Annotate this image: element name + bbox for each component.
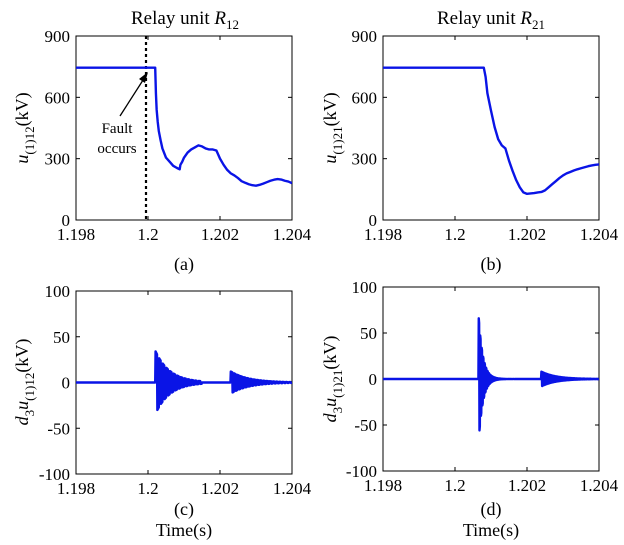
panel-c-series-line xyxy=(76,350,292,412)
panel-a-annotation-arrow xyxy=(119,76,146,117)
panel-d-y-tick-label: -100 xyxy=(346,462,377,481)
panel-b-x-tick-label: 1.2 xyxy=(444,225,465,244)
panel-d-y-tick-label: 0 xyxy=(369,370,378,389)
panel-a-axes xyxy=(75,35,293,221)
panel-a-x-tick-label: 1.198 xyxy=(57,225,95,244)
panel-b-series-line xyxy=(383,66,599,196)
panel-b-y-tick-label: 0 xyxy=(369,211,378,230)
panel-a-y-axis-label: u(1)12(kV) xyxy=(12,92,37,163)
panel-b-x-tick-label: 1.202 xyxy=(508,225,546,244)
panel-c-y-tick-label: 100 xyxy=(45,282,71,301)
panel-b-x-tick-label: 1.204 xyxy=(580,225,619,244)
panel-c-y-tick-label: 50 xyxy=(53,328,70,347)
panel-b-y-tick-label: 300 xyxy=(352,150,378,169)
panel-c-x-tick-label: 1.204 xyxy=(273,479,312,498)
panel-a-x-tick-label: 1.204 xyxy=(273,225,312,244)
panel-a-y-tick-label: 300 xyxy=(45,150,71,169)
panel-a-title: Relay unit R12 xyxy=(131,8,239,32)
panel-c: d3u(1)12(kV) (c) Time(s) 1.198 1.2 1.202 1.… xyxy=(12,282,312,541)
panel-c-caption: (c) xyxy=(174,499,194,520)
panel-b-caption: (b) xyxy=(481,254,502,275)
panel-a-annotation-arrowhead xyxy=(139,72,148,83)
panel-d-series-line xyxy=(383,317,599,432)
panel-d-x-tick-label: 1.2 xyxy=(444,476,465,495)
panel-d-y-tick-label: -50 xyxy=(354,416,377,435)
panel-c-y-axis-label: d3u(1)12(kV) xyxy=(12,339,37,426)
panel-c-x-tick-label: 1.198 xyxy=(57,479,95,498)
panel-a-series-line xyxy=(76,66,292,187)
panel-a: Relay unit R12 u(1)12(kV) Fault occurs (… xyxy=(12,8,312,275)
panel-b-y-tick-label: 600 xyxy=(352,88,378,107)
panel-a-x-tick-label: 1.202 xyxy=(201,225,239,244)
panel-a-x-tick-label: 1.2 xyxy=(137,225,158,244)
panel-b-y-tick-label: 900 xyxy=(352,27,378,46)
panel-d: d3u(1)21(kV) (d) Time(s) 1.198 1.2 1.202 1.… xyxy=(320,278,619,541)
panel-c-x-tick-label: 1.2 xyxy=(137,479,158,498)
panel-b-axes xyxy=(382,35,600,221)
panel-b-x-tick-label: 1.198 xyxy=(364,225,402,244)
panel-c-y-tick-label: -50 xyxy=(47,419,70,438)
panel-a-annotation-line-1: Fault xyxy=(102,121,134,137)
panel-d-x-axis-label: Time(s) xyxy=(463,520,519,541)
panel-d-y-tick-label: 50 xyxy=(360,324,377,343)
panel-d-x-tick-label: 1.204 xyxy=(580,476,619,495)
panel-a-y-tick-label: 600 xyxy=(45,88,71,107)
panel-b-y-axis-label: u(1)21(kV) xyxy=(320,92,345,163)
panel-b: Relay unit R21 u(1)21(kV) (b) 1.198 1.2 1.… xyxy=(320,8,619,275)
panel-c-y-tick-label: -100 xyxy=(39,465,70,484)
panel-d-y-tick-label: 100 xyxy=(352,278,378,297)
panel-c-x-axis-label: Time(s) xyxy=(156,520,212,541)
panel-d-caption: (d) xyxy=(481,499,502,520)
panel-a-y-tick-label: 900 xyxy=(45,27,71,46)
panel-c-x-tick-label: 1.202 xyxy=(201,479,239,498)
panel-a-caption: (a) xyxy=(174,254,194,275)
panel-c-y-tick-label: 0 xyxy=(62,374,71,393)
panel-b-title: Relay unit R21 xyxy=(437,8,545,32)
panel-d-x-tick-label: 1.202 xyxy=(508,476,546,495)
panel-d-y-axis-label: d3u(1)21(kV) xyxy=(320,336,345,423)
panel-a-y-tick-label: 0 xyxy=(62,211,71,230)
panel-d-x-tick-label: 1.198 xyxy=(364,476,402,495)
panel-a-annotation-line-2: occurs xyxy=(97,141,136,157)
